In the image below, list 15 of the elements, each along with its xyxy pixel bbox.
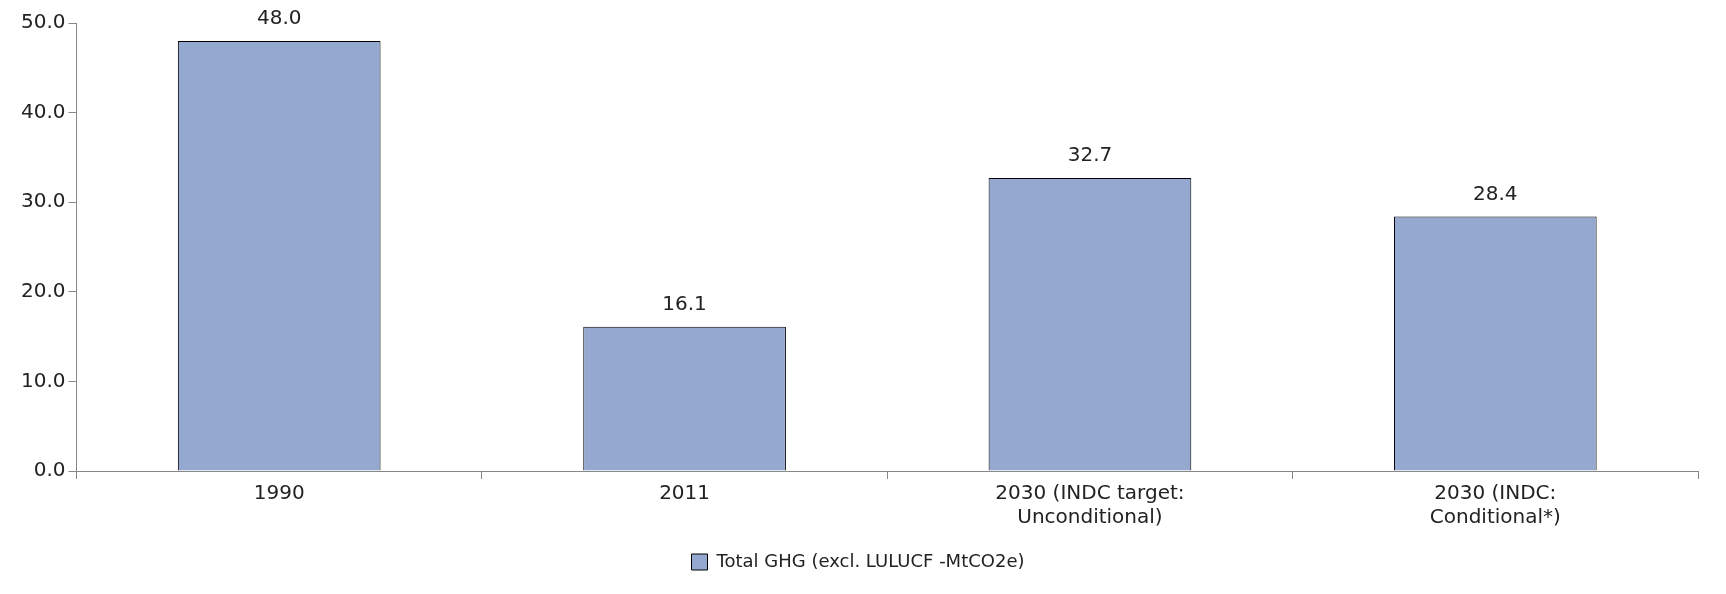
data-label: 16.1 (662, 290, 707, 315)
y-tick-label: 50.0 (21, 9, 66, 34)
y-tick-label: 10.0 (21, 367, 66, 392)
legend-label: Total GHG (excl. LULUCF -MtCO2e) (715, 549, 1025, 571)
x-tick-label: 2030 (INDC target: Unconditional) (995, 480, 1185, 529)
data-label: 28.4 (1473, 180, 1518, 205)
x-tick-label: 1990 (253, 480, 305, 505)
y-tick-label: 40.0 (21, 98, 66, 123)
y-tick-label: 20.0 (21, 278, 66, 302)
y-tick-label: 0.0 (33, 457, 66, 482)
data-label: 32.7 (1067, 142, 1113, 167)
data-label: 48.0 (256, 5, 302, 30)
y-tick-label: 30.0 (21, 188, 66, 213)
x-tick-label: 2030 (INDC: Conditional*) (1429, 480, 1561, 529)
x-tick-label: 2011 (659, 480, 711, 505)
